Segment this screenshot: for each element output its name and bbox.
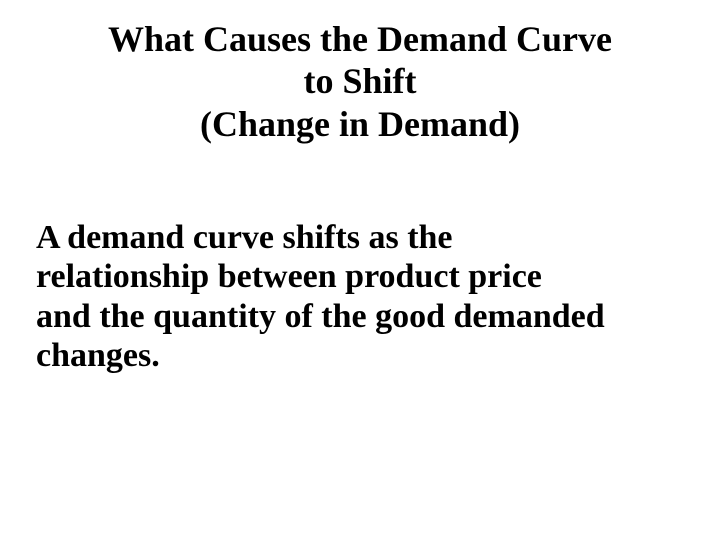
body-line-4: changes.: [36, 336, 696, 375]
slide: What Causes the Demand Curve to Shift (C…: [0, 0, 720, 540]
title-line-1: What Causes the Demand Curve: [0, 18, 720, 60]
body-line-1: A demand curve shifts as the: [36, 218, 696, 257]
slide-title: What Causes the Demand Curve to Shift (C…: [0, 18, 720, 145]
title-line-3: (Change in Demand): [0, 103, 720, 145]
body-line-2: relationship between product price: [36, 257, 696, 296]
title-line-2: to Shift: [0, 60, 720, 102]
body-line-3: and the quantity of the good demanded: [36, 297, 696, 336]
slide-body: A demand curve shifts as the relationshi…: [36, 218, 696, 376]
